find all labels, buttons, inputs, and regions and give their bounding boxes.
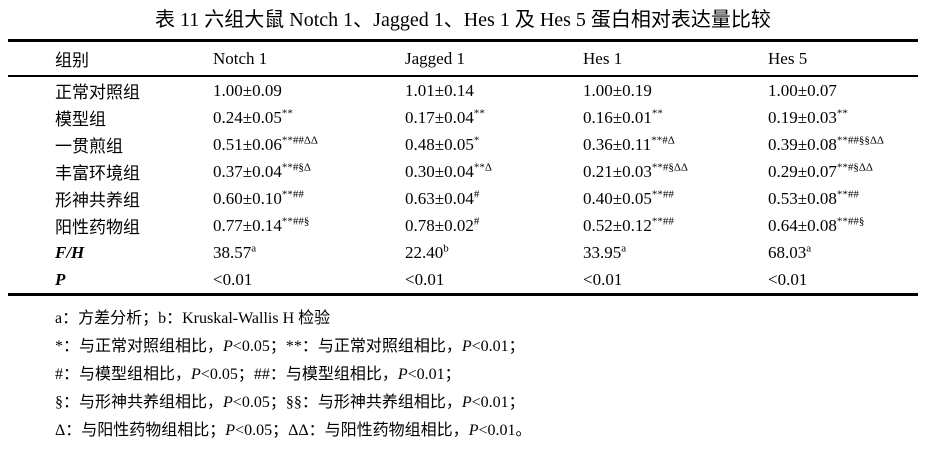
table-row: 丰富环境组 0.37±0.04**#§Δ 0.30±0.04**Δ 0.21±0… <box>8 158 918 185</box>
row-label: 形神共养组 <box>55 191 140 210</box>
table-cell: 0.52±0.12**## <box>583 214 674 235</box>
table-row: 一贯煎组 0.51±0.06**##ΔΔ 0.48±0.05* 0.36±0.1… <box>8 131 918 158</box>
row-label-p: P <box>55 269 66 289</box>
table-row: 阳性药物组 0.77±0.14**##§ 0.78±0.02# 0.52±0.1… <box>8 212 918 239</box>
row-label: 模型组 <box>55 110 106 129</box>
table-cell: 0.19±0.03** <box>768 106 848 127</box>
table-cell: 22.40b <box>405 241 449 262</box>
table-cell: 0.17±0.04** <box>405 106 485 127</box>
table-cell: 1.01±0.14 <box>405 80 474 100</box>
footnote-line: §：与形神共养组相比，P<0.05；§§：与形神共养组相比，P<0.01； <box>55 394 525 411</box>
header-row: 组别 Notch 1 Jagged 1 Hes 1 Hes 5 <box>8 40 918 77</box>
table-cell: 38.57a <box>213 241 257 262</box>
table-cell: 0.63±0.04# <box>405 187 480 208</box>
table-cell: <0.01 <box>768 269 808 289</box>
table-cell: 0.16±0.01** <box>583 106 663 127</box>
col-header-hes1: Hes 1 <box>583 40 768 77</box>
table-cell: 1.00±0.07 <box>768 80 837 100</box>
table-cell: 0.37±0.04**#§Δ <box>213 160 311 181</box>
footnote-line: *：与正常对照组相比，P<0.05；**：与正常对照组相比，P<0.01； <box>55 338 525 355</box>
table-cell: 33.95a <box>583 241 627 262</box>
table-row: 正常对照组 1.00±0.09 1.01±0.14 1.00±0.19 1.00… <box>8 76 918 104</box>
col-header-jagged1: Jagged 1 <box>405 40 583 77</box>
table-cell: 0.24±0.05** <box>213 106 293 127</box>
protein-expression-table: 组别 Notch 1 Jagged 1 Hes 1 Hes 5 正常对照组 1.… <box>8 39 918 296</box>
row-label: 阳性药物组 <box>55 218 140 237</box>
table-row-statistic-p: P <0.01 <0.01 <0.01 <0.01 <box>8 266 918 295</box>
col-header-notch1: Notch 1 <box>213 40 405 77</box>
footnote-line: Δ：与阳性药物组相比；P<0.05；ΔΔ：与阳性药物组相比，P<0.01。 <box>55 422 532 439</box>
table-cell: 68.03a <box>768 241 812 262</box>
col-header-group: 组别 <box>8 40 213 77</box>
table-row: 模型组 0.24±0.05** 0.17±0.04** 0.16±0.01** … <box>8 104 918 131</box>
table-cell: 0.78±0.02# <box>405 214 480 235</box>
table-cell: <0.01 <box>583 269 623 289</box>
table-row-statistic-fh: F/H 38.57a 22.40b 33.95a 68.03a <box>8 239 918 266</box>
table-cell: 0.77±0.14**##§ <box>213 214 310 235</box>
row-label-fh: F/H <box>55 242 85 262</box>
table-cell: <0.01 <box>213 269 253 289</box>
table-cell: 0.48±0.05* <box>405 133 480 154</box>
footnote-line: #：与模型组相比，P<0.05；##：与模型组相比，P<0.01； <box>55 366 461 383</box>
table-cell: 1.00±0.09 <box>213 80 282 100</box>
table-cell: 0.21±0.03**#§ΔΔ <box>583 160 688 181</box>
table-cell: 0.53±0.08**## <box>768 187 859 208</box>
table-cell: 0.64±0.08**##§ <box>768 214 865 235</box>
row-label: 一贯煎组 <box>55 137 123 156</box>
row-label: 丰富环境组 <box>55 164 140 183</box>
table-cell: 0.30±0.04**Δ <box>405 160 492 181</box>
row-label: 正常对照组 <box>55 83 140 102</box>
table-cell: 0.39±0.08**##§§ΔΔ <box>768 133 884 154</box>
table-cell: 0.29±0.07**#§ΔΔ <box>768 160 873 181</box>
table-row: 形神共养组 0.60±0.10**## 0.63±0.04# 0.40±0.05… <box>8 185 918 212</box>
table-cell: 0.36±0.11**#Δ <box>583 133 675 154</box>
footnote-line: a：方差分析；b：Kruskal-Wallis H 检验 <box>55 310 331 327</box>
table-cell: 1.00±0.19 <box>583 80 652 100</box>
table-cell: 0.51±0.06**##ΔΔ <box>213 133 318 154</box>
col-header-hes5: Hes 5 <box>768 40 918 77</box>
footnotes: a：方差分析；b：Kruskal-Wallis H 检验 *：与正常对照组相比，… <box>55 305 926 445</box>
paper-table-page: 表 11 六组大鼠 Notch 1、Jagged 1、Hes 1 及 Hes 5… <box>0 7 926 445</box>
table-cell: 0.40±0.05**## <box>583 187 674 208</box>
table-cell: 0.60±0.10**## <box>213 187 304 208</box>
table-cell: <0.01 <box>405 269 445 289</box>
table-title: 表 11 六组大鼠 Notch 1、Jagged 1、Hes 1 及 Hes 5… <box>155 9 771 31</box>
